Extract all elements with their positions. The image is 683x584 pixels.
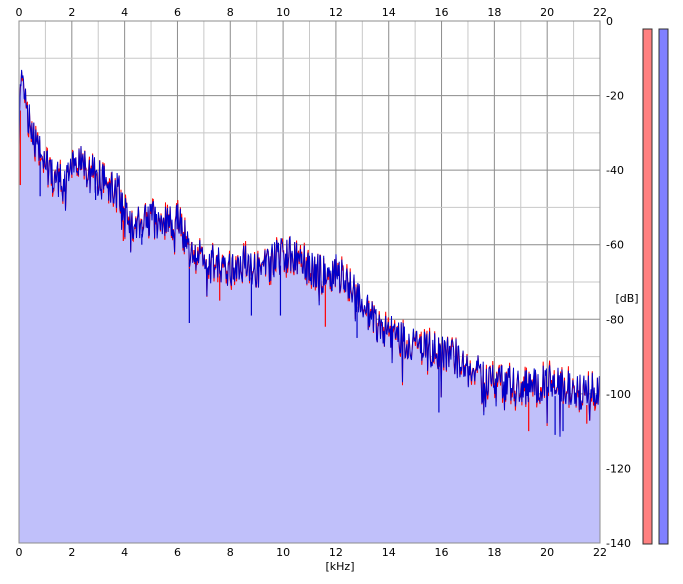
x-tick-label-bottom: 10 <box>276 546 290 559</box>
x-tick-label-top: 20 <box>540 6 554 19</box>
spectrum-fill <box>19 69 600 544</box>
x-tick-label-bottom: 14 <box>382 546 396 559</box>
x-tick-label-bottom: 18 <box>487 546 501 559</box>
x-tick-label-bottom: 0 <box>16 546 23 559</box>
x-tick-label-top: 10 <box>276 6 290 19</box>
x-tick-label-bottom: 6 <box>174 546 181 559</box>
y-axis-label: [dB] <box>615 292 638 305</box>
x-tick-label-top: 0 <box>16 6 23 19</box>
y-tick-label: -100 <box>606 388 631 401</box>
x-tick-label-top: 12 <box>329 6 343 19</box>
x-tick-label-bottom: 22 <box>593 546 607 559</box>
y-tick-label: 0 <box>606 15 613 28</box>
x-tick-label-bottom: 4 <box>121 546 128 559</box>
y-tick-label: -60 <box>606 239 624 252</box>
x-tick-label-top: 8 <box>227 6 234 19</box>
x-ticks-top: 0 2 4 6 8 10 12 14 16 18 20 22 <box>16 6 608 19</box>
x-tick-label-bottom: 16 <box>435 546 449 559</box>
y-tick-label: -140 <box>606 537 631 550</box>
x-tick-label-bottom: 2 <box>68 546 75 559</box>
x-tick-label-top: 6 <box>174 6 181 19</box>
x-tick-label-bottom: 12 <box>329 546 343 559</box>
y-ticks: 0 -20 -40 -60 -80 -100 -120 -140 <box>606 15 631 550</box>
y-tick-label: -20 <box>606 90 624 103</box>
x-tick-label-bottom: 8 <box>227 546 234 559</box>
level-meters <box>642 28 669 545</box>
x-tick-label-top: 18 <box>487 6 501 19</box>
x-tick-label-top: 16 <box>435 6 449 19</box>
x-tick-label-top: 22 <box>593 6 607 19</box>
right-channel-line <box>18 69 601 437</box>
x-tick-label-top: 14 <box>382 6 396 19</box>
x-tick-label-top: 2 <box>68 6 75 19</box>
x-tick-label-top: 4 <box>121 6 128 19</box>
y-tick-label: -120 <box>606 462 631 475</box>
x-tick-label-bottom: 20 <box>540 546 554 559</box>
x-axis-label: [kHz] <box>326 560 355 573</box>
level-meter-left <box>642 28 653 545</box>
y-tick-label: -40 <box>606 164 624 177</box>
level-meter-right <box>658 28 669 545</box>
y-tick-label: -80 <box>606 313 624 326</box>
plot-frame <box>18 20 601 544</box>
x-ticks-bottom: 0 2 4 6 8 10 12 14 16 18 20 22 <box>16 546 608 559</box>
spectrum-dips <box>19 110 588 435</box>
